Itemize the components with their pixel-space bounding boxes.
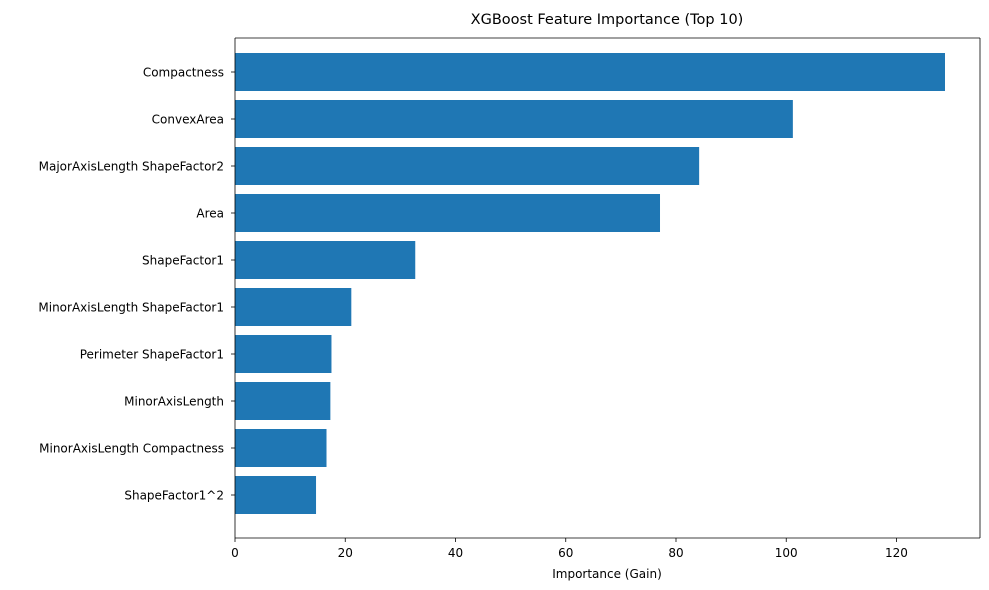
bar-7 [235,335,332,373]
axes-layer: Compactness ConvexArea MajorAxisLength Sha… [38,37,981,560]
bar-6 [235,288,352,326]
bar-2 [235,100,793,138]
y-tick-label: MinorAxisLength Compactness [39,442,224,456]
x-tick-label: 20 [338,546,353,560]
bar-8 [235,382,331,420]
x-tick-label: 100 [775,546,798,560]
y-tick-label: MinorAxisLength [124,395,224,409]
x-tick-label: 120 [885,546,908,560]
x-tick-label: 80 [668,546,683,560]
x-tick-label: 0 [231,546,239,560]
bar-9 [235,429,327,467]
bars-layer [235,53,945,514]
x-tick-label: 40 [448,546,463,560]
y-tick-label: ConvexArea [152,113,224,127]
y-tick-label: ShapeFactor1 [142,254,224,268]
bar-1 [235,53,945,91]
bar-5 [235,241,416,279]
chart-title: XGBoost Feature Importance (Top 10) [471,12,744,28]
bar-4 [235,194,661,232]
bar-3 [235,147,700,185]
y-tick-label: ShapeFactor1^2 [124,489,224,503]
y-tick-label: MinorAxisLength ShapeFactor1 [38,301,224,315]
x-axis-label: Importance (Gain) [552,567,662,581]
y-tick-label: Area [196,207,224,221]
bar-10 [235,476,317,514]
y-tick-label: MajorAxisLength ShapeFactor2 [39,160,224,174]
x-tick-label: 60 [558,546,573,560]
y-tick-label: Compactness [143,66,224,80]
y-tick-label: Perimeter ShapeFactor1 [80,348,224,362]
